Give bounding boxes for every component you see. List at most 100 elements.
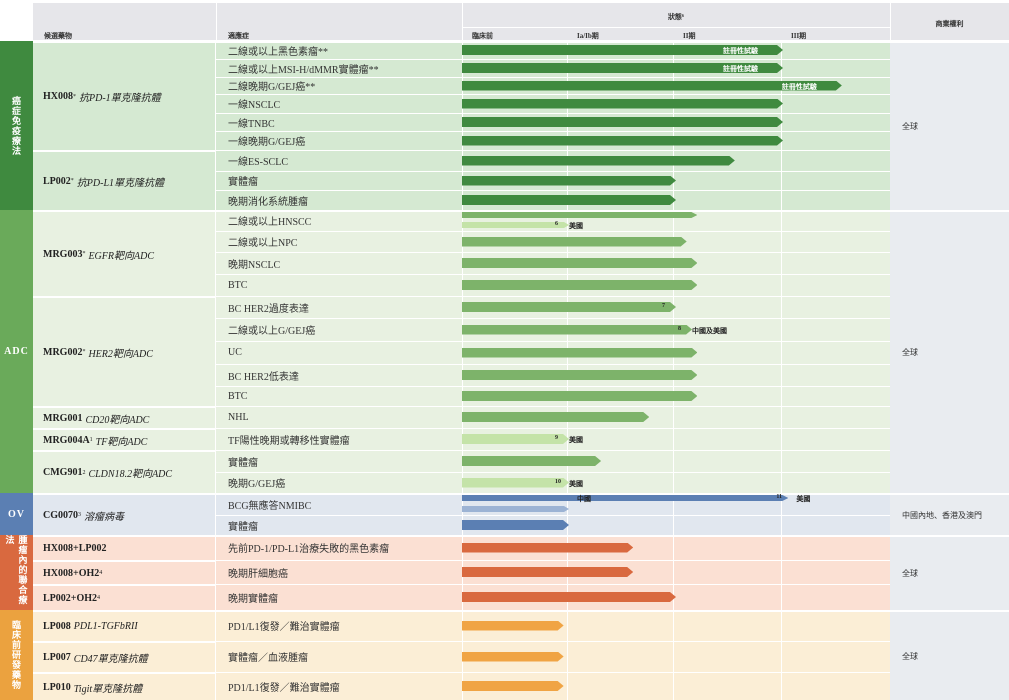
pipeline-bar	[462, 195, 676, 205]
indication-cell: UC	[228, 347, 242, 358]
row-divider	[216, 472, 890, 473]
indication-cell: BC HER2低表達	[228, 371, 299, 383]
drug-column-header: 候選藥物	[44, 32, 72, 40]
pipeline-bar	[462, 621, 564, 631]
drug-name: CG0070	[43, 509, 78, 521]
drug-footnote: 1	[89, 437, 93, 443]
indication-cell: 晚期實體瘤	[228, 593, 278, 605]
bar-note: 中國	[577, 495, 591, 503]
category-text: 腫瘤內的聯合療法	[4, 535, 28, 605]
drug-description: TF靶向ADC	[95, 436, 148, 448]
drug-cell: HX008+OH2 4	[33, 560, 216, 584]
pipeline-subbar	[462, 222, 569, 228]
drug-name: MRG002	[43, 346, 83, 358]
indication-cell: 晚期消化系統腫瘤	[228, 196, 308, 208]
category-text: 癌症免疫療法	[11, 95, 21, 156]
drug-name: HX008+LP002	[43, 543, 107, 554]
rights-cell: 中國內地、香港及澳門	[890, 493, 1009, 535]
drug-footnote: 3	[78, 512, 81, 518]
row-divider	[216, 641, 890, 642]
bar-note: 中國及美國	[692, 326, 728, 335]
row-divider	[216, 94, 890, 95]
pipeline-bar	[462, 370, 697, 380]
drug-description: 抗PD-1單克隆抗體	[79, 93, 161, 104]
drug-cell: MRG004A 1 TF靶向ADC	[33, 428, 216, 450]
pipeline-bar	[462, 212, 697, 218]
pipeline-bar	[462, 391, 697, 401]
pipeline-bar	[462, 258, 697, 268]
row-divider	[216, 131, 890, 132]
row-divider	[216, 535, 890, 536]
indication-cell: 一線NSCLC	[228, 100, 281, 111]
drug-footnote: *	[70, 178, 74, 184]
row-divider	[216, 493, 890, 494]
bar-footnote: 9	[555, 435, 558, 441]
drug-cell: LP010 Tigit單克隆抗體	[33, 672, 216, 700]
category-label: 腫瘤內的聯合療法	[0, 535, 33, 610]
pipeline-bar	[462, 495, 788, 501]
drug-description: 溶瘤病毒	[84, 511, 124, 523]
drug-cell: LP002 * 抗PD-L1單克隆抗體	[33, 150, 216, 210]
pipeline-bar	[462, 136, 783, 146]
category-text: OV	[8, 508, 25, 520]
indication-cell: 實體瘤	[228, 457, 258, 469]
drug-footnote: *	[82, 251, 86, 257]
bar-footnote: 8	[678, 325, 682, 332]
row-divider	[216, 610, 890, 611]
drug-cell: LP008 PDL1-TGFbRII	[33, 610, 216, 641]
bar-note: 美國	[569, 436, 583, 444]
indication-cell: BTC	[228, 279, 248, 291]
indication-cell: 二線晚期G/GEJ癌**	[228, 82, 316, 93]
pipeline-bar	[462, 434, 569, 444]
header-divider	[890, 3, 891, 40]
drug-description: 抗PD-L1單克隆抗體	[76, 177, 165, 189]
rights-cell: 全球	[890, 210, 1009, 493]
bar-footnote: 7	[662, 303, 665, 309]
row-divider	[216, 210, 890, 211]
phase-gridline	[781, 41, 782, 700]
group-divider	[33, 610, 1009, 612]
drug-description: PDL1-TGFbRII	[73, 621, 138, 632]
row-divider	[216, 231, 890, 232]
bar-footnote: 11	[776, 494, 783, 500]
row-divider	[216, 406, 890, 407]
pipeline-bar	[462, 237, 687, 247]
drug-cell: LP007 CD47單克隆抗體	[33, 641, 216, 672]
drug-name: MRG003	[43, 248, 83, 260]
pipeline-bar	[462, 652, 564, 662]
bar-note: 美國	[569, 222, 583, 230]
drug-cell: HX008 * 抗PD-1單克隆抗體	[33, 41, 216, 150]
bar-note: 美國	[569, 479, 583, 488]
drug-description: CLDN18.2靶向ADC	[88, 469, 173, 480]
indication-cell: 先前PD-1/PD-L1治療失敗的黑色素瘤	[228, 544, 390, 555]
status-column-header: 狀態⁶	[667, 13, 685, 21]
category-label: 癌症免疫療法	[0, 41, 33, 210]
phase-header: Ia/Ib期	[577, 32, 599, 40]
row-divider	[216, 341, 890, 342]
pipeline-bar	[462, 99, 783, 109]
bar-label: 註冊性試驗	[781, 82, 817, 91]
category-label: 臨床前研發藥物	[0, 610, 33, 700]
pipeline-bar	[462, 520, 569, 530]
indication-cell: 實體瘤	[228, 521, 258, 533]
drug-name: CMG901	[43, 467, 83, 478]
bar-label: 註冊性試驗	[723, 65, 758, 73]
row-divider	[216, 113, 890, 114]
pipeline-bar	[462, 45, 783, 55]
drug-name: LP008	[43, 621, 71, 632]
pipeline-bar	[462, 681, 564, 691]
drug-description: CD47單克隆抗體	[73, 654, 148, 665]
drug-cell: LP002+OH2 4	[33, 584, 216, 610]
pipeline-bar	[462, 280, 697, 290]
drug-cell: CMG901 2 CLDN18.2靶向ADC	[33, 450, 216, 493]
pipeline-bar	[462, 117, 783, 127]
drug-description: HER2靶向ADC	[88, 348, 153, 360]
row-divider	[216, 150, 890, 151]
drug-cell: MRG003 * EGFR靶向ADC	[33, 210, 216, 296]
row-divider	[216, 77, 890, 78]
indication-column-header: 適應症	[228, 32, 249, 40]
row-divider	[216, 41, 890, 42]
drug-cell: HX008+LP002	[33, 535, 216, 560]
indication-cell: BTC	[228, 390, 248, 402]
group-divider	[33, 41, 1009, 43]
